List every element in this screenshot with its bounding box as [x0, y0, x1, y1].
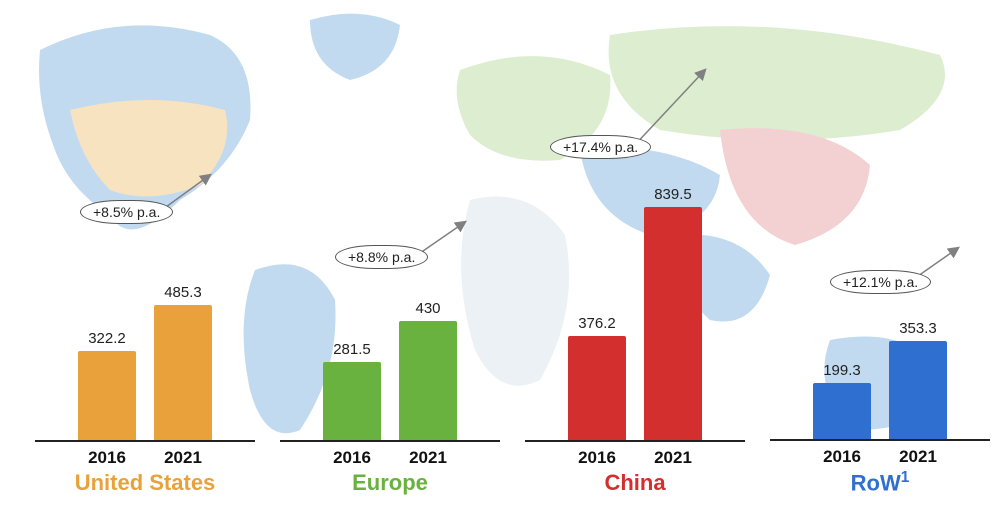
year-label: 2021 — [644, 448, 702, 468]
bar-rect — [813, 383, 871, 438]
year-label: 2021 — [399, 448, 457, 468]
x-axis — [280, 440, 500, 442]
year-labels: 2016 2021 — [525, 448, 745, 468]
year-label: 2016 — [568, 448, 626, 468]
bar-us-2016: 322.2 — [78, 330, 136, 441]
bar-group-cn: 376.2839.5 — [525, 190, 745, 440]
x-axis — [525, 440, 745, 442]
bar-value-label: 199.3 — [823, 362, 861, 379]
bar-row-2021: 353.3 — [889, 320, 947, 439]
growth-badge-row: +12.1% p.a. — [830, 270, 931, 294]
year-label: 2016 — [78, 448, 136, 468]
region-row: 199.3353.320162021RoW1 — [770, 189, 990, 496]
bar-rect — [154, 305, 212, 440]
x-axis — [770, 439, 990, 441]
region-name-text: United States — [75, 470, 216, 495]
bar-cn-2016: 376.2 — [568, 315, 626, 441]
bar-group-eu: 281.5 430 — [280, 190, 500, 440]
growth-badge-eu: +8.8% p.a. — [335, 245, 428, 269]
bar-cn-2021: 839.5 — [644, 186, 702, 440]
region-cn: 376.2839.5 2016 2021China — [525, 190, 745, 496]
bar-rect — [644, 207, 702, 440]
bar-group-us: 322.2 485.3 — [35, 190, 255, 440]
bar-rect — [323, 362, 381, 440]
year-label: 2021 — [889, 447, 947, 467]
region-name-eu: Europe — [280, 470, 500, 496]
region-name-text: Europe — [352, 470, 428, 495]
region-us: 322.2 485.3 2016 2021United States — [35, 190, 255, 496]
year-label: 2021 — [154, 448, 212, 468]
bar-eu-2021: 430 — [399, 300, 457, 440]
region-name-text: RoW — [851, 470, 901, 495]
region-name-sup: 1 — [901, 469, 910, 486]
region-name-cn: China — [525, 470, 745, 496]
bar-row-2016: 199.3 — [813, 362, 871, 438]
bar-value-label: 485.3 — [164, 284, 202, 301]
bar-rect — [889, 341, 947, 439]
year-label: 2016 — [323, 448, 381, 468]
year-labels: 2016 2021 — [280, 448, 500, 468]
bar-group-row: 199.3 353.3 — [770, 189, 990, 439]
bar-value-label: 281.5 — [333, 341, 371, 358]
bar-rect — [568, 336, 626, 441]
bar-eu-2016: 281.5 — [323, 341, 381, 440]
year-label: 2016 — [813, 447, 871, 467]
region-name-text: China — [604, 470, 665, 495]
year-labels: 2016 2021 — [35, 448, 255, 468]
region-name-row: RoW1 — [770, 469, 990, 496]
region-eu: 281.5 430 2016 2021Europe — [280, 190, 500, 496]
bar-value-label: 376.2 — [578, 315, 616, 332]
bar-value-label: 839.5 — [654, 186, 692, 203]
growth-badge-cn: +17.4% p.a. — [550, 135, 651, 159]
bar-value-label: 430 — [415, 300, 440, 317]
bar-value-label: 322.2 — [88, 330, 126, 347]
bar-rect — [399, 321, 457, 440]
bar-us-2021: 485.3 — [154, 284, 212, 440]
bar-rect — [78, 351, 136, 441]
bar-value-label: 353.3 — [899, 320, 937, 337]
year-labels: 2016 2021 — [770, 447, 990, 467]
growth-arrow-cn — [632, 70, 705, 148]
region-name-us: United States — [35, 470, 255, 496]
growth-badge-us: +8.5% p.a. — [80, 200, 173, 224]
x-axis — [35, 440, 255, 442]
